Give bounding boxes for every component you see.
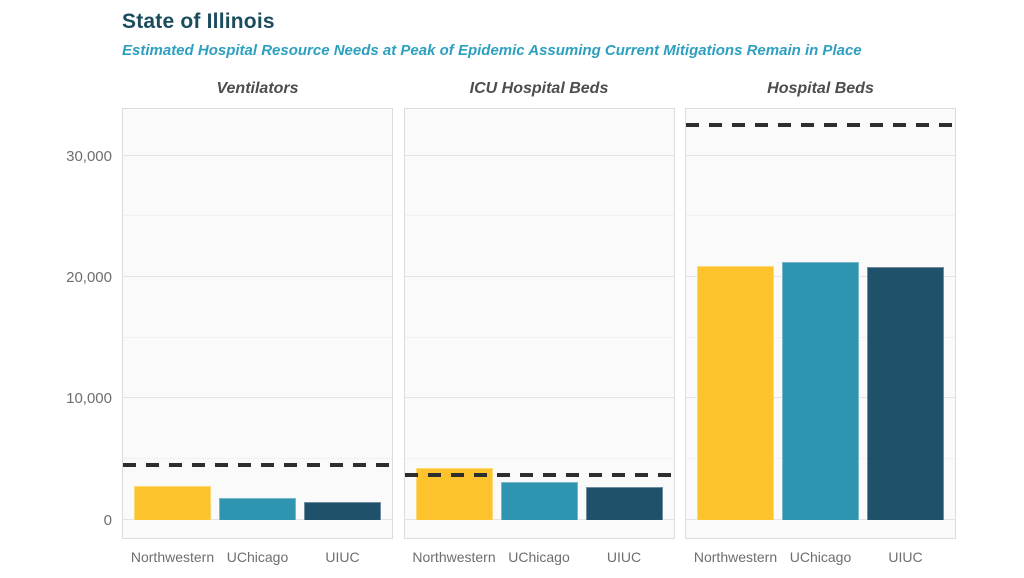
capacity-dashed-line (123, 463, 392, 468)
gridline-major (686, 154, 955, 156)
plot-panel-ventilators (122, 108, 393, 539)
capacity-dashed-line (404, 472, 674, 477)
gridline-minor (686, 336, 955, 338)
bar-uchicago (219, 497, 296, 520)
x-axis-labels: Northwestern UChicago UIUC (404, 548, 675, 566)
facet-ventilators: Ventilators Northwestern UChicago UIUC (122, 70, 393, 566)
y-tick-label: 20,000 (66, 268, 112, 286)
gridline-minor (123, 215, 392, 217)
chart-title: State of Illinois (122, 10, 275, 33)
x-label-uiuc: UIUC (325, 549, 360, 565)
bar-uiuc (304, 501, 381, 520)
x-axis-labels: Northwestern UChicago UIUC (122, 548, 393, 566)
gridline-minor (686, 215, 955, 217)
gridline-minor (686, 458, 955, 460)
facet-row: Ventilators Northwestern UChicago UIUC I… (122, 70, 956, 566)
gridline-major (686, 397, 955, 399)
gridline-major (404, 397, 674, 399)
x-label-northwestern: Northwestern (412, 549, 496, 565)
y-axis: 0 10,000 20,000 30,000 (0, 0, 112, 578)
plot-panel-icu-hospital-beds (403, 108, 675, 539)
gridline-major (123, 154, 392, 156)
chart-subtitle: Estimated Hospital Resource Needs at Pea… (122, 42, 862, 59)
gridline-major (404, 154, 674, 156)
facet-title-ventilators: Ventilators (216, 80, 299, 97)
gridline-major (123, 275, 392, 277)
x-label-uchicago: UChicago (226, 549, 289, 565)
gridline-major (686, 275, 955, 277)
bar-uchicago (782, 262, 859, 520)
bar-uiuc (867, 267, 944, 520)
facet-title-hospital-beds: Hospital Beds (767, 80, 874, 97)
gridline-minor (123, 336, 392, 338)
x-label-uiuc: UIUC (606, 549, 642, 565)
x-label-northwestern: Northwestern (693, 549, 778, 565)
gridline-major (404, 275, 674, 277)
bar-northwestern (134, 485, 211, 520)
x-label-uchicago: UChicago (508, 549, 570, 565)
gridline-minor (404, 215, 674, 217)
gridline-minor (404, 458, 674, 460)
x-label-northwestern: Northwestern (130, 549, 215, 565)
bar-uiuc (585, 487, 663, 520)
x-axis-labels: Northwestern UChicago UIUC (685, 548, 956, 566)
facet-title-icu-hospital-beds: ICU Hospital Beds (469, 80, 609, 97)
plot-panel-hospital-beds (685, 108, 956, 539)
gridline-major (123, 518, 392, 520)
bar-uchicago (500, 481, 578, 520)
y-tick-label: 0 (103, 511, 112, 529)
x-label-uchicago: UChicago (789, 549, 852, 565)
y-tick-label: 10,000 (66, 390, 112, 408)
gridline-minor (404, 336, 674, 338)
x-label-uiuc: UIUC (888, 549, 923, 565)
gridline-minor (123, 458, 392, 460)
gridline-major (404, 518, 674, 520)
gridline-major (686, 518, 955, 520)
gridline-major (123, 397, 392, 399)
y-tick-label: 30,000 (66, 147, 112, 165)
facet-hospital-beds: Hospital Beds Northwestern UChicago UIUC (685, 70, 956, 566)
bar-group (123, 109, 392, 538)
facet-icu-hospital-beds: ICU Hospital Beds Northwestern UChicago … (403, 70, 675, 566)
capacity-dashed-line (686, 123, 955, 128)
bar-group (686, 109, 955, 538)
bar-northwestern (697, 266, 774, 520)
